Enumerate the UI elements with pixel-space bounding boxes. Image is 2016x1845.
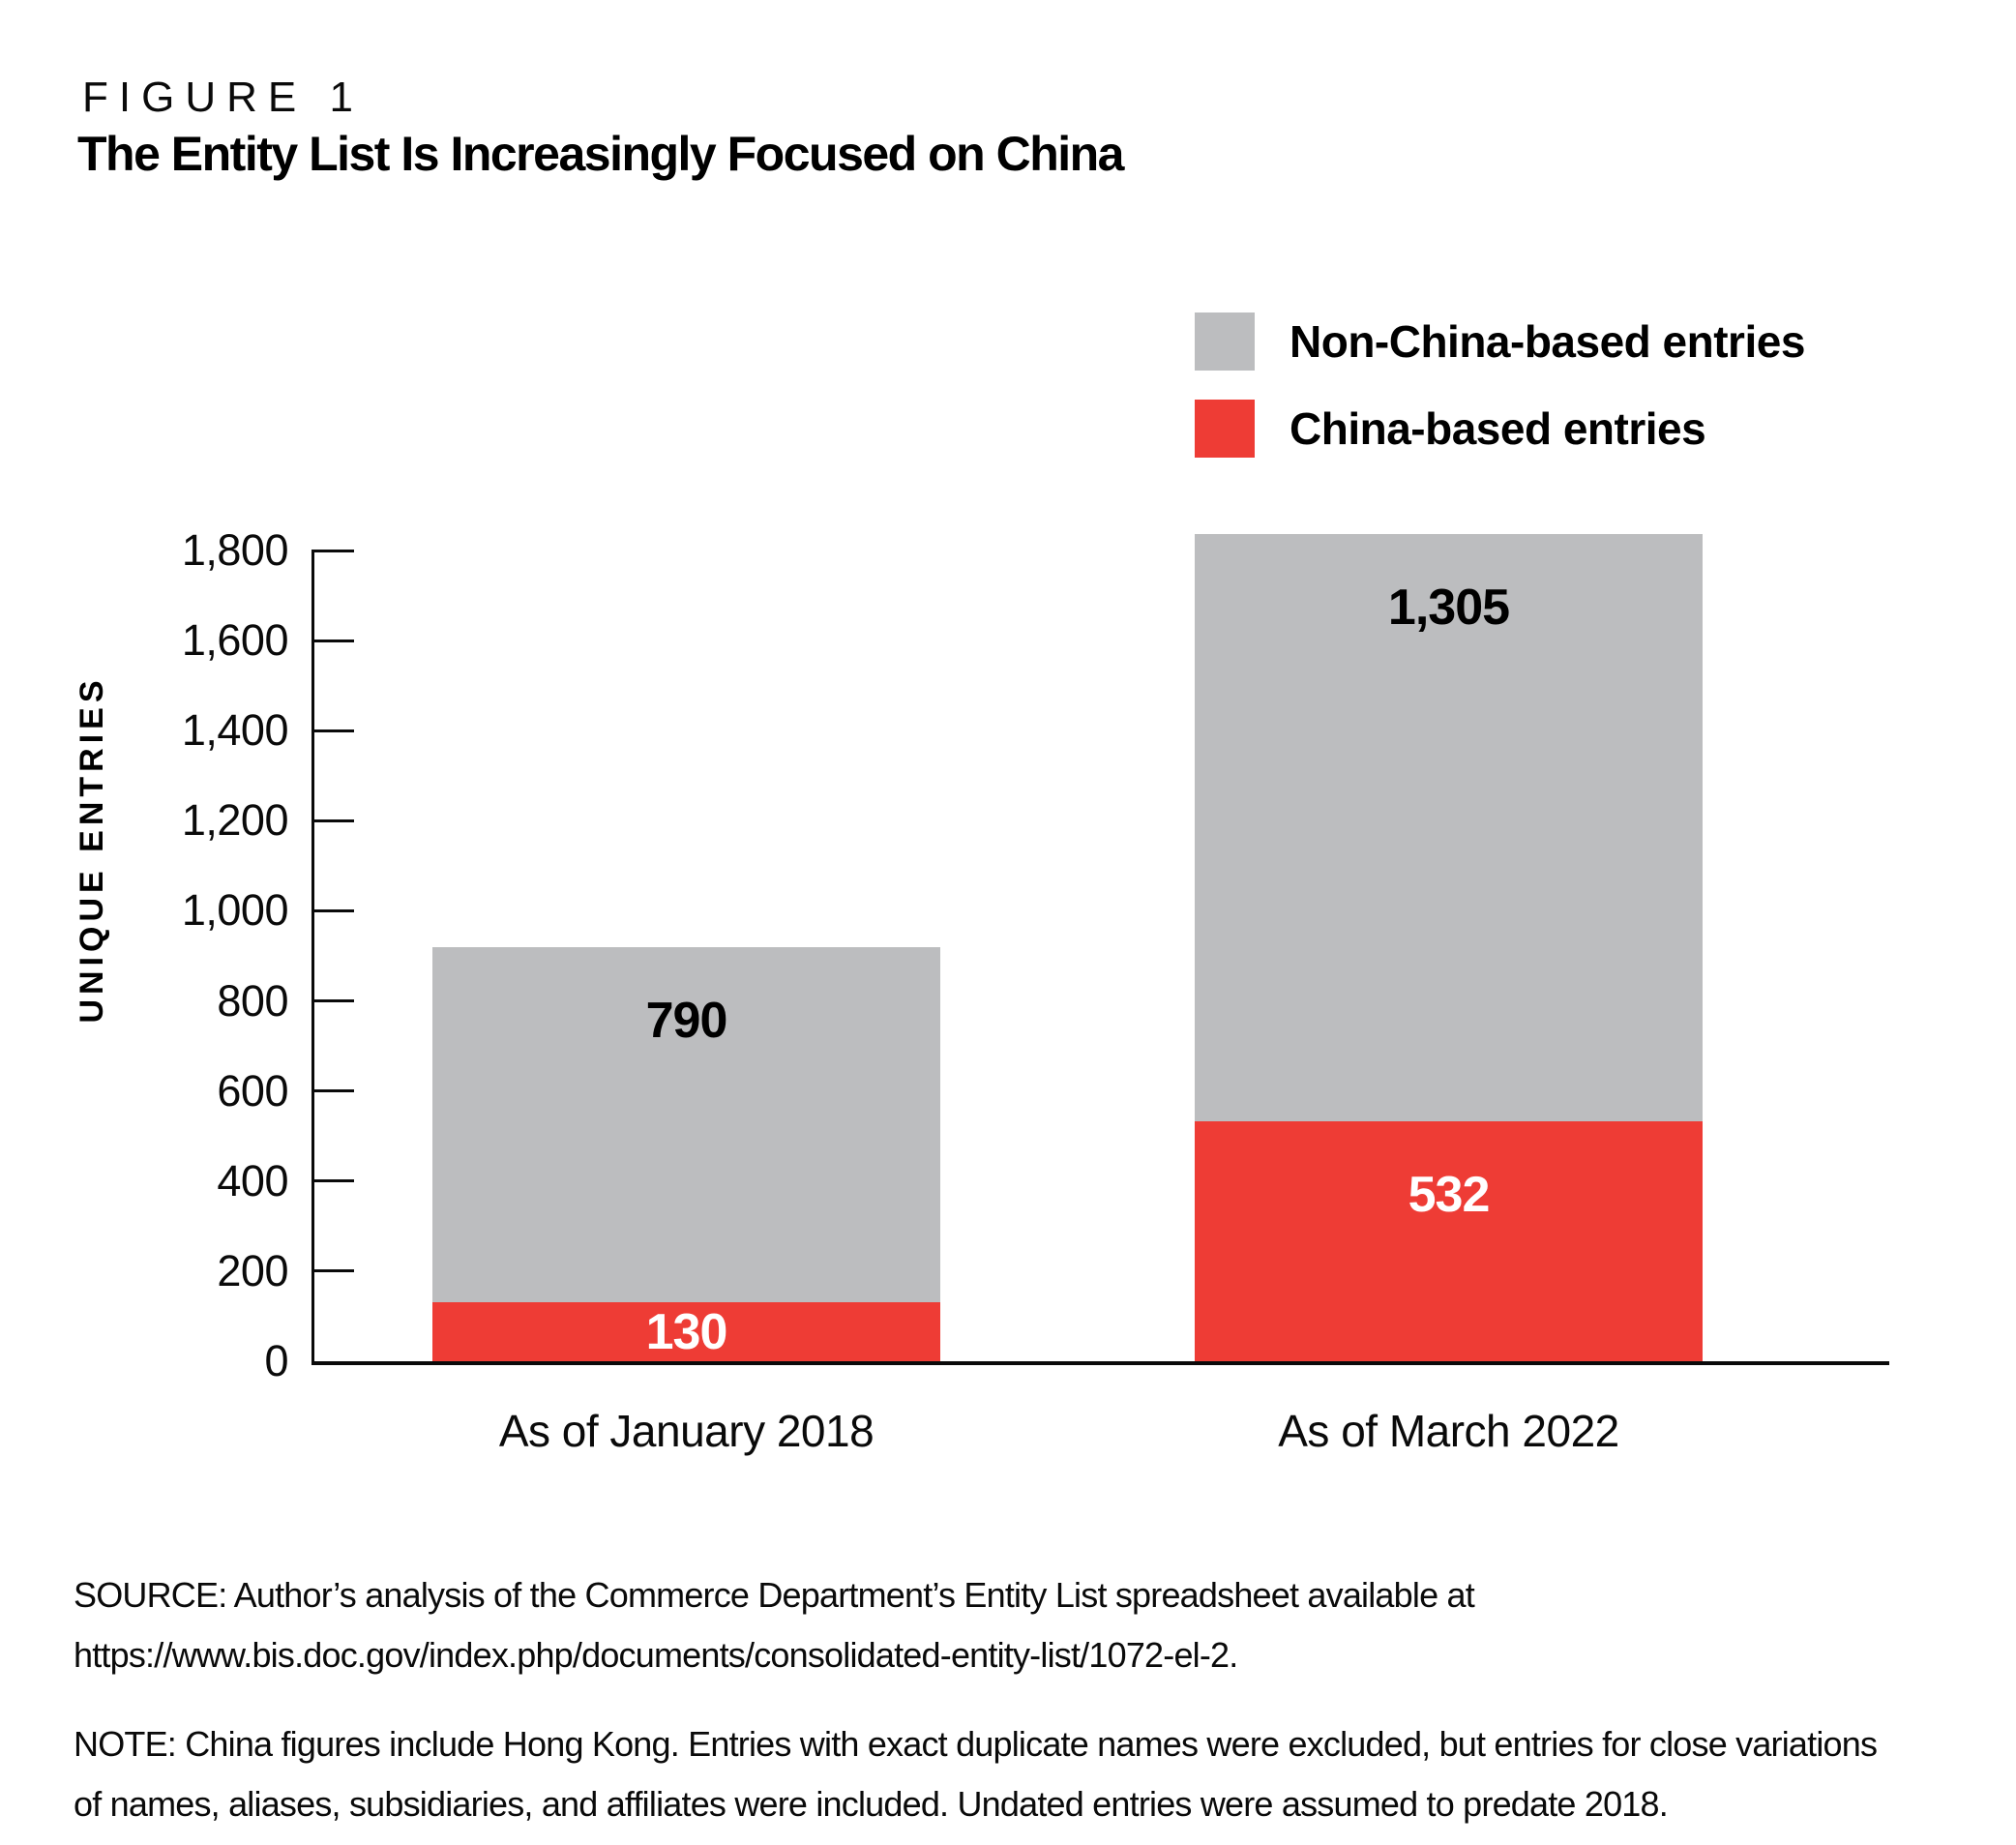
y-tick-label: 400 [217,1155,288,1205]
bar-value-label: 532 [1408,1167,1491,1224]
y-tick [311,549,354,552]
figure-label: FIGURE 1 [82,74,364,121]
note-line-1: NOTE: China figures include Hong Kong. E… [74,1724,1878,1764]
source-line-1: SOURCE: Author’s analysis of the Commerc… [74,1575,1475,1615]
y-tick-label: 1,800 [181,525,289,575]
legend-swatch-non-china-icon [1195,312,1255,371]
y-axis-title: UNIQUE ENTRIES [74,675,110,1024]
bar-value-label: 790 [645,992,728,1049]
y-tick [311,999,354,1003]
y-tick-label: 1,400 [181,705,289,756]
y-tick-label: 1,000 [181,885,289,936]
bar-segment-non-china [432,946,940,1303]
bar-value-label: 130 [645,1303,728,1360]
bar-segment-non-china [1195,533,1703,1122]
y-tick [311,1089,354,1093]
y-tick-label: 1,200 [181,795,289,846]
y-tick-label: 800 [217,975,288,1026]
legend-label-non-china: Non-China-based entries [1290,316,1805,367]
y-tick-label: 200 [217,1245,288,1295]
y-axis-line [311,551,314,1364]
x-axis-label: As of March 2022 [1278,1406,1619,1456]
y-tick [311,1269,354,1273]
bar-segment-china [1195,1121,1703,1361]
y-tick-label: 0 [264,1336,288,1385]
y-tick-label: 600 [217,1065,288,1116]
methodology-note: NOTE: China figures include Hong Kong. E… [74,1714,1878,1834]
note-line-2: of names, aliases, subsidiaries, and aff… [74,1784,1669,1824]
legend-item-non-china: Non-China-based entries [1195,312,1805,371]
source-note: SOURCE: Author’s analysis of the Commerc… [74,1565,1475,1685]
y-tick [311,729,354,732]
y-tick [311,1179,354,1183]
y-tick [311,908,354,912]
bar-value-label: 1,305 [1387,579,1510,636]
page-title: The Entity List Is Increasingly Focused … [77,127,1124,181]
legend-label-china: China-based entries [1290,403,1706,454]
y-tick-label: 1,600 [181,615,289,666]
x-axis-label: As of January 2018 [498,1406,875,1456]
source-line-2: https://www.bis.doc.gov/index.php/docume… [74,1635,1238,1675]
y-tick [311,639,354,642]
x-axis-line [311,1361,1889,1365]
legend-swatch-china-icon [1195,400,1255,458]
legend: Non-China-based entries China-based entr… [1195,312,1805,487]
y-tick [311,818,354,822]
legend-item-china: China-based entries [1195,400,1805,458]
bar-segment-china [432,1302,940,1361]
